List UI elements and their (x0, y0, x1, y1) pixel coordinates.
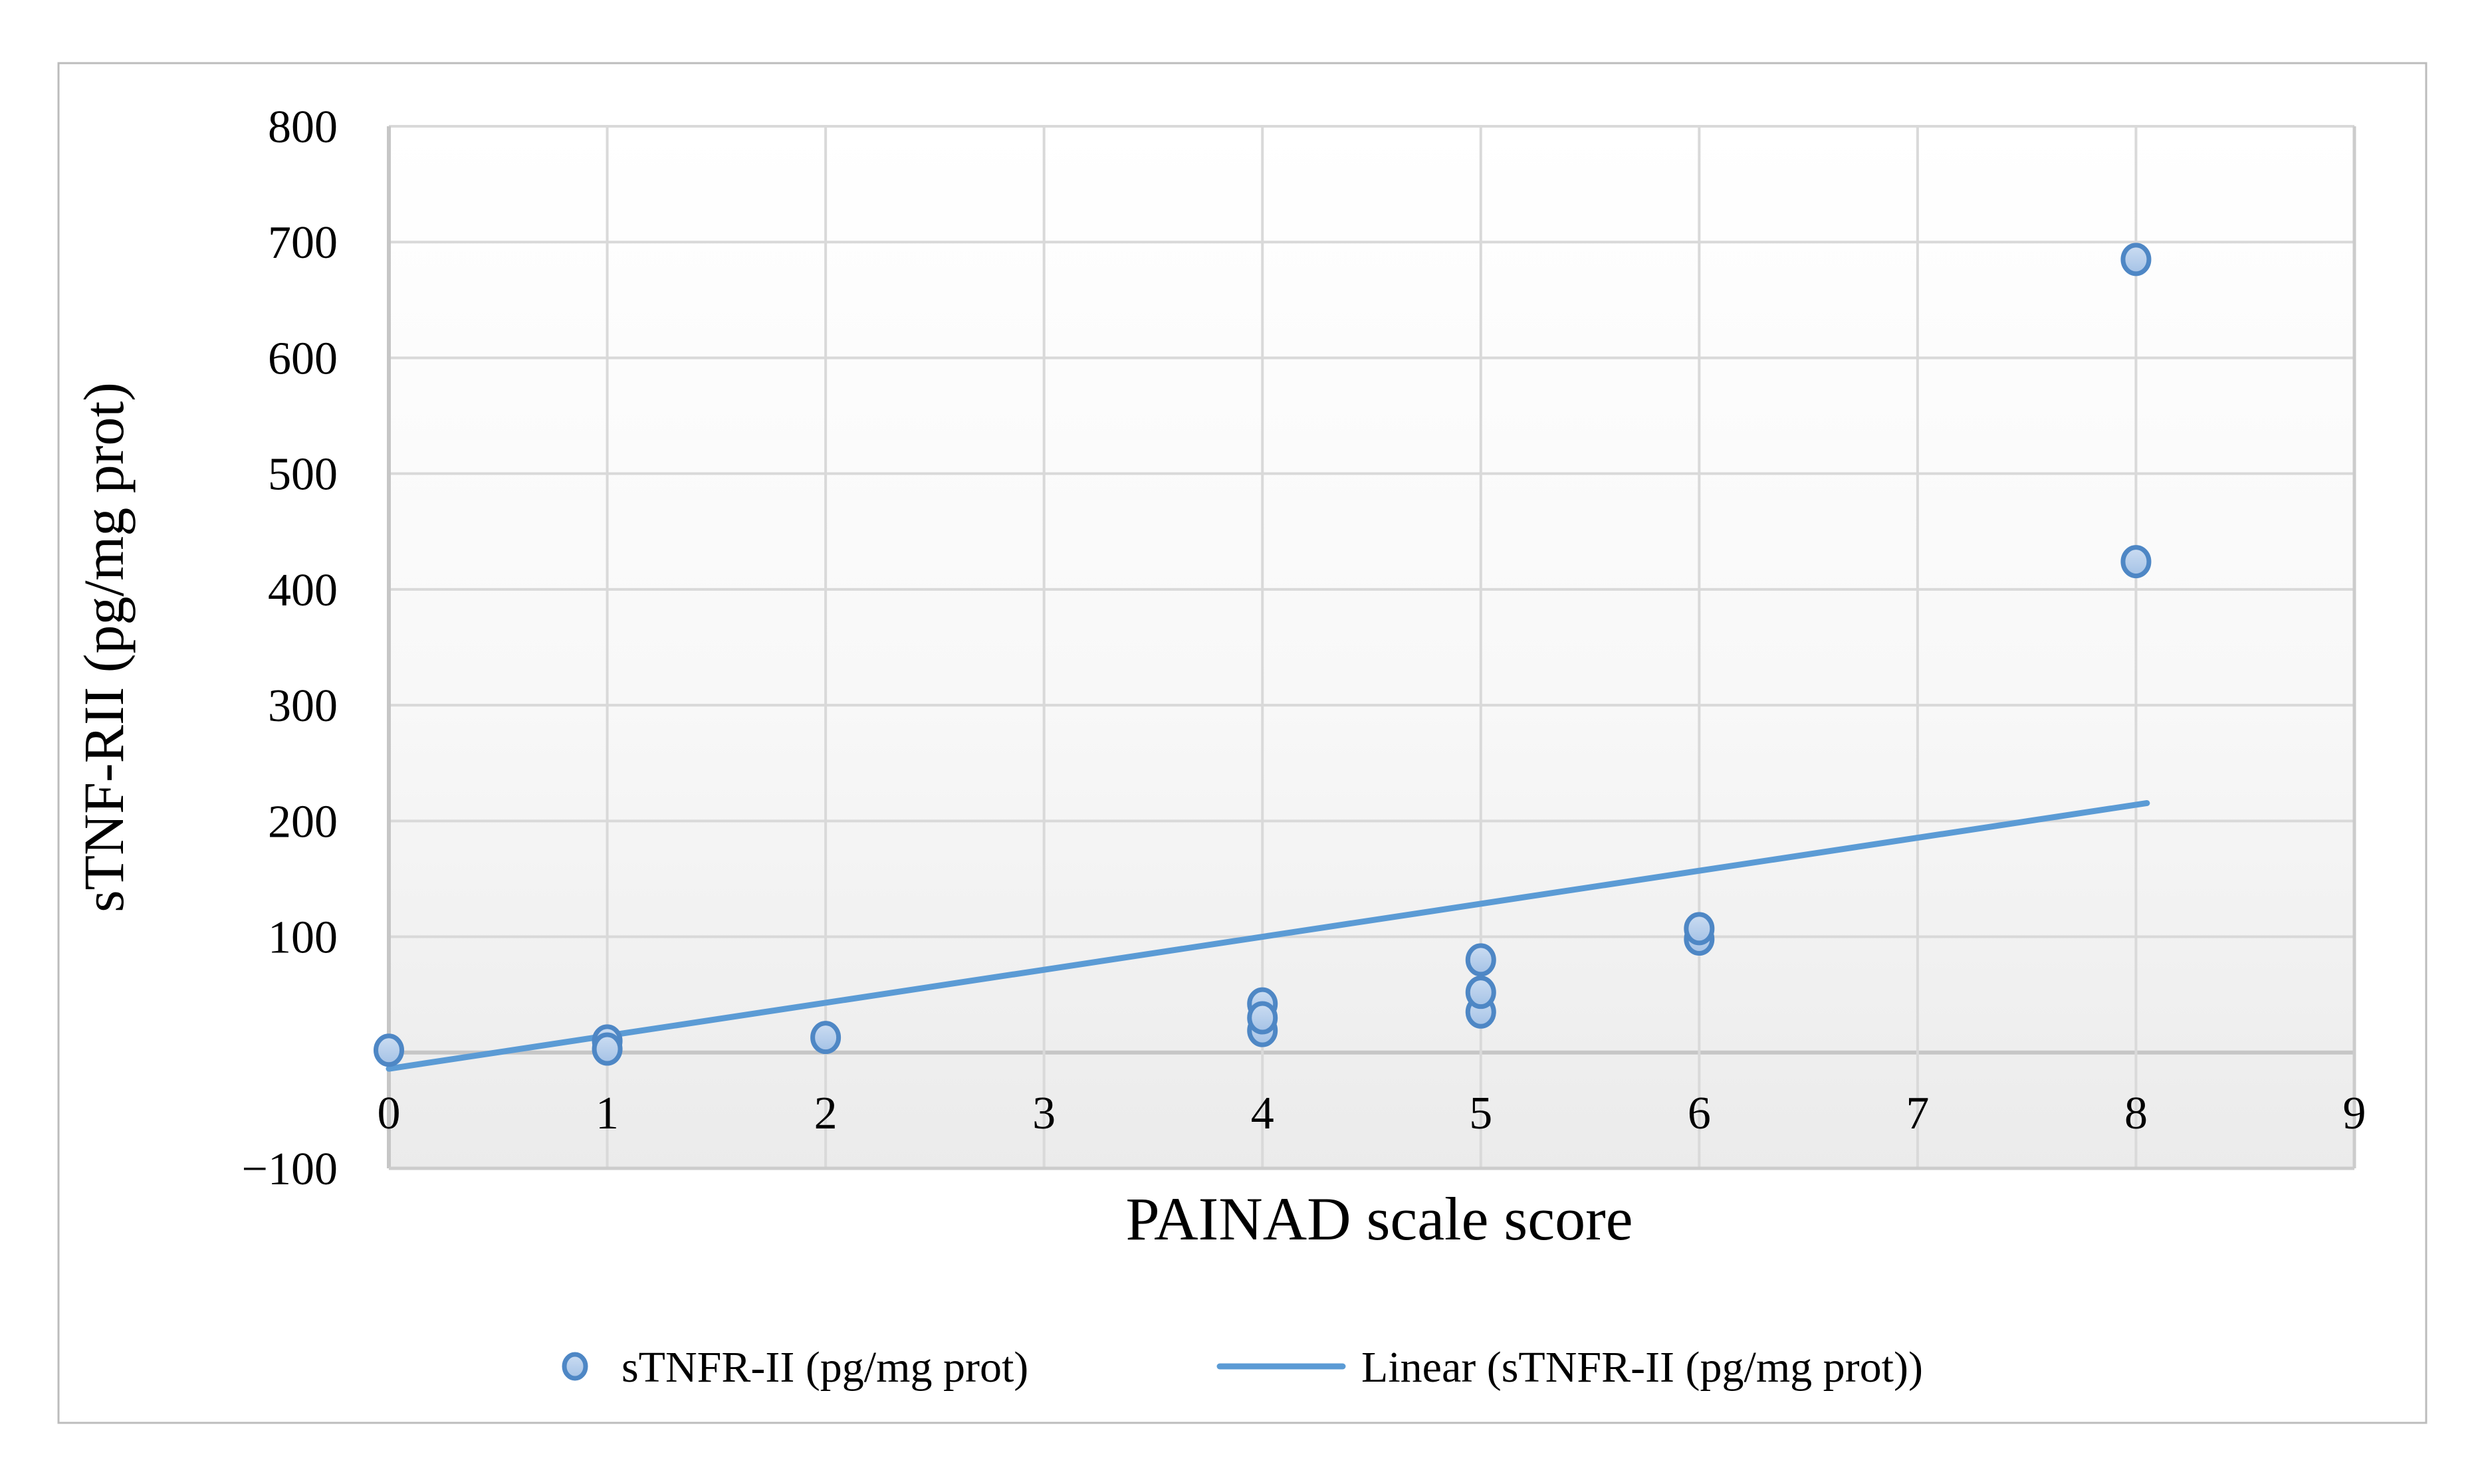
y-axis-title: sTNF-RII (pg/mg prot) (72, 382, 136, 912)
linear-trendline (386, 799, 2150, 1072)
data-point (1247, 1001, 1278, 1035)
data-point (1684, 912, 1715, 946)
data-point (1465, 976, 1496, 1009)
plot-area (389, 126, 2354, 1168)
data-point (374, 1033, 404, 1067)
y-tick-label: 300 (268, 681, 338, 732)
x-tick-label: 0 (378, 1088, 401, 1139)
data-point (810, 1021, 842, 1055)
x-tick-label: 2 (814, 1088, 838, 1139)
legend: sTNFR-II (pg/mg prot) Linear (sTNFR-II (… (562, 1343, 1923, 1392)
legend-scatter-marker-icon (562, 1352, 588, 1381)
y-tick-label: 200 (268, 796, 338, 847)
x-tick-label: 7 (1906, 1088, 1929, 1139)
figure-border (57, 62, 2427, 1424)
x-tick-label: 6 (1688, 1088, 1711, 1139)
data-point (2120, 243, 2152, 276)
data-point (592, 1032, 623, 1066)
y-tick-label: 500 (268, 449, 338, 500)
y-tick-label: −100 (242, 1144, 338, 1195)
x-tick-label: 4 (1251, 1088, 1274, 1139)
y-tick-label: 400 (268, 565, 338, 616)
x-tick-label: 1 (596, 1088, 619, 1139)
x-tick-label: 5 (1469, 1088, 1492, 1139)
plot-borders (389, 126, 2356, 1170)
data-point (2120, 545, 2152, 579)
x-axis-tick-labels: 0 1 2 3 4 5 6 7 8 9 (378, 1088, 2366, 1139)
x-axis-title: PAINAD scale score (1125, 1185, 1633, 1253)
y-axis-tick-labels: 800 700 600 500 400 300 200 100 −100 (242, 102, 338, 1195)
y-tick-label: 100 (268, 912, 338, 964)
y-tick-label: 600 (268, 333, 338, 384)
y-tick-label: 800 (268, 102, 338, 153)
x-tick-label: 3 (1032, 1088, 1056, 1139)
x-tick-label: 9 (2343, 1088, 2366, 1139)
y-tick-label: 700 (268, 217, 338, 268)
data-point (1465, 943, 1496, 977)
legend-scatter-label: sTNFR-II (pg/mg prot) (621, 1343, 1028, 1392)
x-tick-label: 8 (2124, 1088, 2148, 1139)
legend-line-label: Linear (sTNFR-II (pg/mg prot)) (1361, 1343, 1923, 1392)
data-points (374, 243, 2152, 1067)
